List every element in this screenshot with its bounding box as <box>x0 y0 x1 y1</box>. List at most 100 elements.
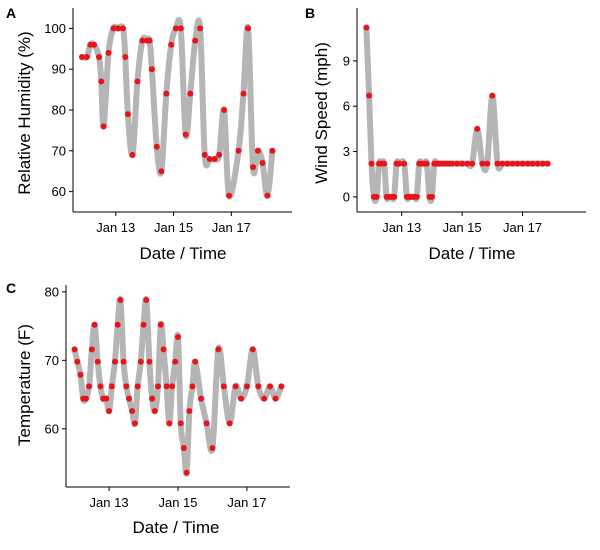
data-point <box>98 78 105 85</box>
data-point <box>134 78 141 85</box>
data-point <box>428 193 435 200</box>
data-point <box>192 358 199 365</box>
data-point <box>264 192 271 199</box>
data-point <box>86 383 93 390</box>
panel-label: B <box>305 5 315 21</box>
data-point <box>146 358 153 365</box>
y-tick-label: 0 <box>343 189 350 204</box>
data-point <box>449 160 456 167</box>
data-point <box>226 192 233 199</box>
data-point <box>232 383 239 390</box>
data-point <box>169 383 176 390</box>
x-axis-title: Date / Time <box>140 244 227 263</box>
data-point <box>71 346 78 353</box>
data-point <box>216 151 223 158</box>
data-point <box>381 160 388 167</box>
data-point <box>149 395 156 402</box>
data-point <box>110 25 117 32</box>
data-point <box>172 358 179 365</box>
data-point <box>499 160 506 167</box>
data-point <box>509 160 516 167</box>
data-point <box>544 160 551 167</box>
data-point <box>479 160 486 167</box>
data-point <box>391 193 398 200</box>
data-point <box>163 90 170 97</box>
data-point <box>368 160 375 167</box>
series-line <box>78 16 276 200</box>
data-point <box>250 164 256 171</box>
data-point <box>254 147 261 154</box>
y-tick-label: 80 <box>52 103 66 118</box>
data-point <box>131 420 138 427</box>
data-point <box>413 193 420 200</box>
x-tick-label: Jan 15 <box>154 220 193 235</box>
data-point <box>111 358 118 365</box>
data-point <box>120 358 127 365</box>
data-point <box>124 111 131 118</box>
data-point <box>243 383 250 390</box>
data-point <box>206 155 213 162</box>
x-tick-label: Jan 17 <box>212 220 251 235</box>
data-point <box>529 160 536 167</box>
data-point <box>192 37 199 44</box>
data-point <box>126 395 133 402</box>
data-point <box>240 90 247 97</box>
data-point <box>401 160 408 167</box>
data-point <box>203 420 210 427</box>
y-tick-label: 100 <box>44 21 66 36</box>
data-point <box>189 383 196 390</box>
data-point <box>177 25 184 32</box>
data-point <box>83 53 90 60</box>
data-point <box>201 151 208 158</box>
data-point <box>373 193 380 200</box>
data-point <box>245 25 252 32</box>
data-point <box>160 346 167 353</box>
series-line <box>363 24 551 205</box>
data-point <box>494 160 501 167</box>
x-axis-title: Date / Time <box>429 244 516 263</box>
data-point <box>108 383 115 390</box>
data-point <box>140 321 147 328</box>
x-axis-title: Date / Time <box>133 518 220 537</box>
x-tick-label: Jan 13 <box>382 220 421 235</box>
data-point <box>134 383 141 390</box>
data-point <box>489 92 496 99</box>
data-point <box>259 160 266 167</box>
data-point <box>82 395 89 402</box>
data-point <box>172 25 179 32</box>
data-point <box>220 383 227 390</box>
data-point <box>539 160 546 167</box>
data-point <box>366 92 373 99</box>
data-point <box>226 420 233 427</box>
data-point <box>363 24 370 31</box>
x-tick-label: Jan 17 <box>503 220 542 235</box>
data-point <box>454 160 460 167</box>
x-tick-label: Jan 17 <box>227 495 266 510</box>
data-point <box>211 155 218 162</box>
data-point <box>105 49 112 56</box>
data-point <box>157 321 164 328</box>
data-point <box>148 66 155 73</box>
y-tick-label: 90 <box>52 62 66 77</box>
data-point <box>151 407 158 414</box>
data-point <box>215 346 222 353</box>
data-point <box>182 131 189 138</box>
y-axis-title: Wind Speed (mph) <box>312 42 331 184</box>
data-point <box>106 407 113 414</box>
panel-label: A <box>6 5 16 21</box>
data-point <box>100 123 107 130</box>
data-point <box>74 358 81 365</box>
y-axis-title: Temperature (F) <box>15 324 34 446</box>
data-point <box>278 383 285 390</box>
data-point <box>272 395 279 402</box>
data-point <box>469 160 476 167</box>
panel-b-wind-speed: B Wind Speed (mph) Date / Time 0 3 6 9 Jan 1… <box>305 5 586 263</box>
data-point <box>168 41 175 48</box>
y-tick-label: 6 <box>343 99 350 114</box>
data-point <box>269 147 276 154</box>
data-point <box>186 407 193 414</box>
data-point <box>235 147 242 154</box>
series-line <box>71 295 285 477</box>
data-point <box>122 53 129 60</box>
